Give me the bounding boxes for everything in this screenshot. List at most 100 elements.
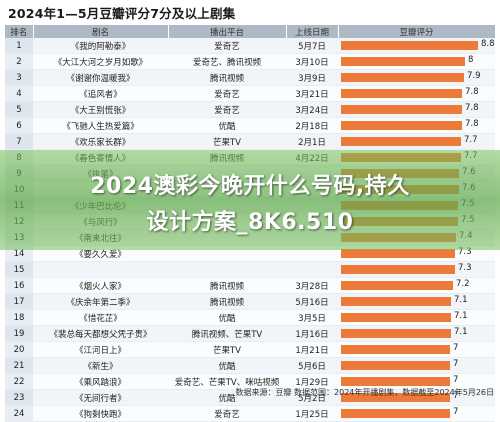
score-cell: 7.1	[338, 293, 495, 310]
drama-name-cell: 《烟火人家》	[33, 277, 168, 294]
platform-cell: 优酷	[168, 357, 286, 374]
rank-cell: 1	[5, 38, 33, 54]
drama-name-cell: 《新生》	[33, 357, 168, 374]
score-bar	[341, 313, 451, 322]
score-cell: 7.1	[338, 309, 495, 326]
score-value-label: 7.7	[464, 135, 478, 145]
platform-cell: 优酷	[168, 117, 286, 134]
score-cell: 7.8	[338, 101, 495, 118]
score-value-label: 7	[453, 359, 459, 369]
table-row: 3 《谢谢你温暖我》 腾讯视频 3月9日 7.9	[5, 69, 495, 86]
score-cell: 7	[338, 357, 495, 374]
platform-cell: 优酷	[168, 309, 286, 326]
platform-cell: 爱奇艺	[168, 38, 286, 54]
release-date-cell: 3月21日	[286, 85, 338, 102]
col-header-rank: 排名	[5, 25, 34, 38]
score-value-label: 8	[468, 55, 474, 65]
platform-cell: 爱奇艺	[168, 405, 286, 422]
drama-name-cell: 《狗剩快跑》	[33, 405, 168, 422]
drama-name-cell: 《无间行者》	[33, 389, 168, 406]
drama-name-cell: 《大王别慌张》	[33, 101, 168, 118]
score-bar	[341, 137, 461, 146]
drama-name-cell: 《大江大河之岁月如歌》	[33, 53, 168, 70]
score-cell: 7.7	[338, 133, 495, 150]
score-cell: 7	[338, 341, 495, 358]
score-cell: 7.1	[338, 325, 495, 342]
drama-name-cell	[33, 261, 168, 278]
score-cell: 7.9	[338, 69, 495, 86]
score-bar	[341, 41, 478, 50]
release-date-cell: 1月29日	[286, 373, 338, 390]
score-bar	[341, 297, 451, 306]
col-header-platform: 播出平台	[168, 25, 287, 38]
release-date-cell	[286, 261, 338, 278]
score-value-label: 7	[453, 407, 459, 417]
platform-cell: 芒果TV	[168, 341, 286, 358]
release-date-cell: 3月10日	[286, 53, 338, 70]
table-row: 21 《新生》 优酷 5月6日 7	[5, 357, 495, 374]
platform-cell: 芒果TV	[168, 133, 286, 150]
platform-cell: 腾讯视频	[168, 69, 286, 86]
score-cell: 8.8	[338, 38, 495, 54]
release-date-cell: 3月24日	[286, 101, 338, 118]
rank-cell: 7	[5, 133, 33, 150]
release-date-cell: 3月28日	[286, 277, 338, 294]
table-row: 7 《欢乐家长群》 芒果TV 2月1日 7.7	[5, 133, 495, 150]
release-date-cell: 2月18日	[286, 117, 338, 134]
score-bar	[341, 393, 450, 402]
overlay-headline: 2024澳彩今晚开什么号码,持久	[90, 174, 410, 199]
drama-name-cell: 《我的阿勒泰》	[33, 38, 168, 54]
rank-cell: 16	[5, 277, 33, 294]
score-value-label: 7.2	[456, 279, 470, 289]
rank-cell: 21	[5, 357, 33, 374]
col-header-name: 剧名	[33, 25, 169, 38]
score-value-label: 7.3	[458, 263, 472, 273]
rank-cell: 22	[5, 373, 33, 390]
score-cell: 7	[338, 405, 495, 422]
score-bar	[341, 409, 450, 418]
table-row: 20 《江河日上》 芒果TV 1月21日 7	[5, 341, 495, 358]
promo-overlay-band	[0, 150, 500, 250]
score-value-label: 7.1	[454, 295, 468, 305]
score-cell: 7.8	[338, 117, 495, 134]
table-row: 16 《烟火人家》 腾讯视频 3月28日 7.2	[5, 277, 495, 294]
table-row: 17 《庆余年第二季》 腾讯视频 5月16日 7.1	[5, 293, 495, 310]
rank-cell: 19	[5, 325, 33, 342]
rank-cell: 3	[5, 69, 33, 86]
rank-cell: 4	[5, 85, 33, 102]
platform-cell: 爱奇艺	[168, 85, 286, 102]
platform-cell: 爱奇艺、腾讯视频	[168, 53, 286, 70]
platform-cell: 腾讯视频、芒果TV	[168, 325, 286, 342]
table-row: 1 《我的阿勒泰》 爱奇艺 5月7日 8.8	[5, 38, 495, 54]
drama-name-cell: 《乘风踏浪》	[33, 373, 168, 390]
release-date-cell: 3月5日	[286, 309, 338, 326]
score-bar	[341, 105, 462, 114]
source-note: 数据来源：豆瓣 数据范围：2024年开播剧集，数据截至2024年5月26日	[235, 388, 494, 397]
table-row: 18 《惜花芷》 优酷 3月5日 7.1	[5, 309, 495, 326]
platform-cell: 腾讯视频	[168, 293, 286, 310]
rank-cell: 20	[5, 341, 33, 358]
table-header: 排名 剧名 播出平台 上线日期 豆瓣评分	[5, 25, 496, 38]
score-value-label: 7.8	[465, 103, 479, 113]
drama-name-cell: 《谢谢你温暖我》	[33, 69, 168, 86]
rank-cell: 6	[5, 117, 33, 134]
platform-cell	[168, 261, 286, 278]
page-title: 2024年1—5月豆瓣评分7分及以上剧集	[8, 6, 236, 21]
score-bar	[341, 329, 451, 338]
release-date-cell: 5月16日	[286, 293, 338, 310]
score-value-label: 8.8	[481, 39, 495, 49]
overlay-subheadline: 设计方案_8K6.510	[146, 210, 354, 235]
platform-cell: 爱奇艺	[168, 101, 286, 118]
drama-name-cell: 《裴总每天都想父凭子贵》	[33, 325, 168, 342]
rank-cell: 24	[5, 405, 33, 422]
rank-cell: 5	[5, 101, 33, 118]
drama-name-cell: 《惜花芷》	[33, 309, 168, 326]
release-date-cell: 1月21日	[286, 341, 338, 358]
score-bar	[341, 73, 464, 82]
score-bar	[341, 89, 462, 98]
score-cell: 7.2	[338, 277, 495, 294]
score-bar	[341, 361, 450, 370]
score-value-label: 7.1	[454, 327, 468, 337]
score-bar	[341, 121, 462, 130]
rank-cell: 15	[5, 261, 33, 278]
